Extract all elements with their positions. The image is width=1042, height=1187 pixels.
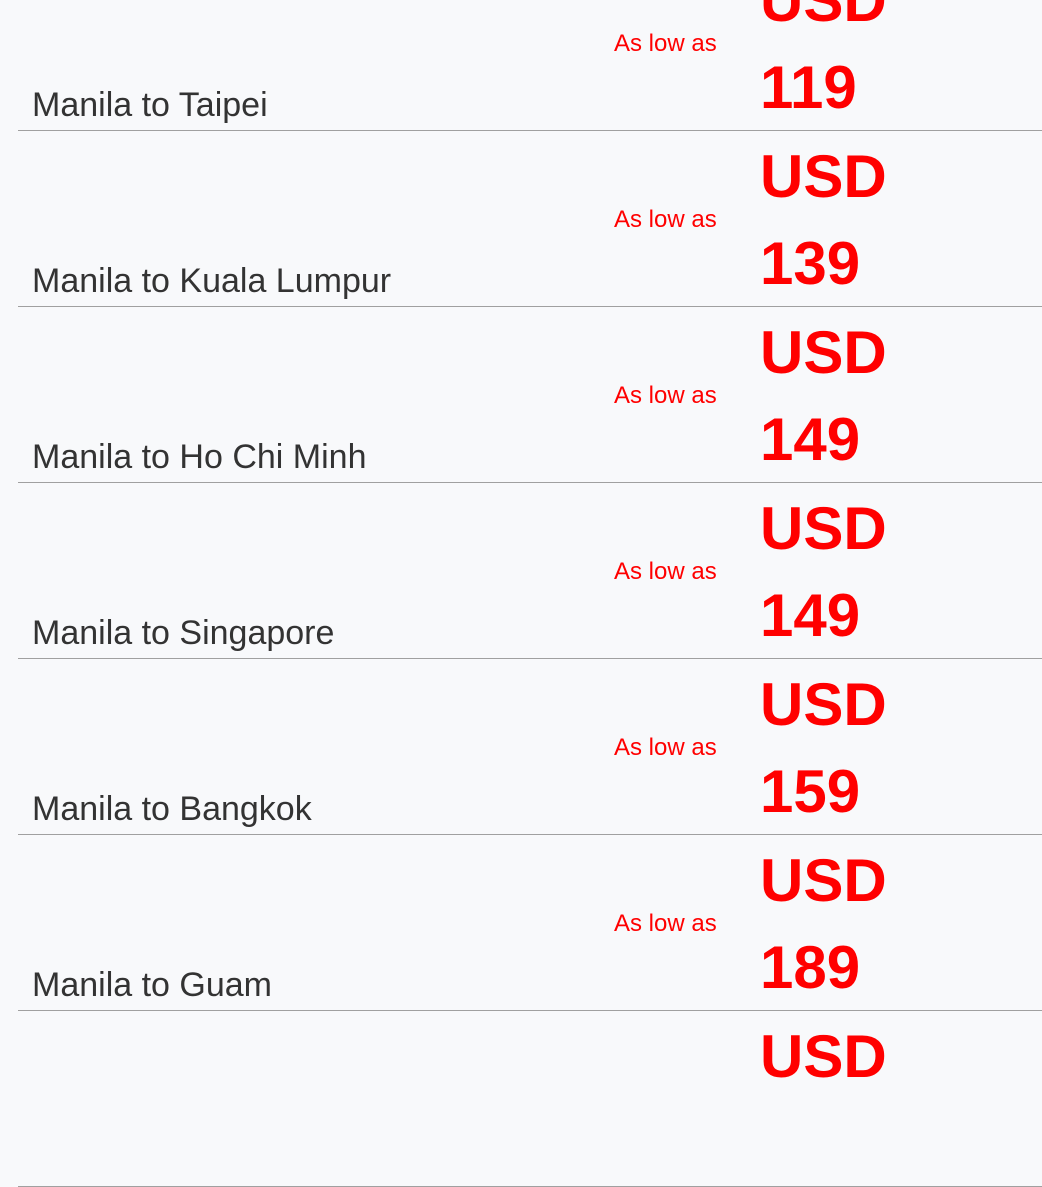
price-prefix: As low as (614, 382, 717, 409)
route-name: Manila to Bangkok (32, 790, 312, 828)
price-prefix: As low as (614, 734, 717, 761)
fare-price: 119 (760, 54, 857, 121)
route-name: Manila to Ho Chi Minh (32, 438, 367, 476)
currency: USD (760, 1023, 887, 1090)
fare-price: 189 (760, 934, 861, 1001)
price-prefix: As low as (614, 910, 717, 937)
price-prefix: As low as (614, 30, 717, 57)
currency: USD (760, 495, 887, 562)
fare-row[interactable]: Manila to Guam As low as USD 189 (0, 835, 1042, 1011)
currency: USD (760, 319, 887, 386)
fare-price: 159 (760, 758, 861, 825)
row-divider (18, 834, 1042, 835)
currency: USD (760, 0, 887, 34)
fare-price: 139 (760, 230, 861, 297)
row-divider (18, 306, 1042, 307)
row-divider (18, 130, 1042, 131)
row-divider (18, 658, 1042, 659)
fare-price: 149 (760, 582, 861, 649)
currency: USD (760, 143, 887, 210)
fare-row[interactable]: Manila to Kuala Lumpur As low as USD 139 (0, 131, 1042, 307)
price-prefix: As low as (614, 558, 717, 585)
fare-row[interactable]: Manila to Taipei As low as USD 119 (0, 0, 1042, 131)
route-name: Manila to Kuala Lumpur (32, 262, 392, 300)
route-name: Manila to Singapore (32, 614, 335, 652)
route-name: Manila to Taipei (32, 86, 268, 124)
currency: USD (760, 671, 887, 738)
row-divider (18, 1010, 1042, 1011)
route-name: Manila to Guam (32, 966, 272, 1004)
fare-row[interactable]: Manila to Bangkok As low as USD 159 (0, 659, 1042, 835)
fare-row[interactable]: Manila to Ho Chi Minh As low as USD 149 (0, 307, 1042, 483)
price-prefix: As low as (614, 206, 717, 233)
row-divider (18, 482, 1042, 483)
currency: USD (760, 847, 887, 914)
fare-row[interactable]: Manila to Singapore As low as USD 149 (0, 483, 1042, 659)
fare-price: 149 (760, 406, 861, 473)
fare-row[interactable]: USD (0, 1011, 1042, 1187)
